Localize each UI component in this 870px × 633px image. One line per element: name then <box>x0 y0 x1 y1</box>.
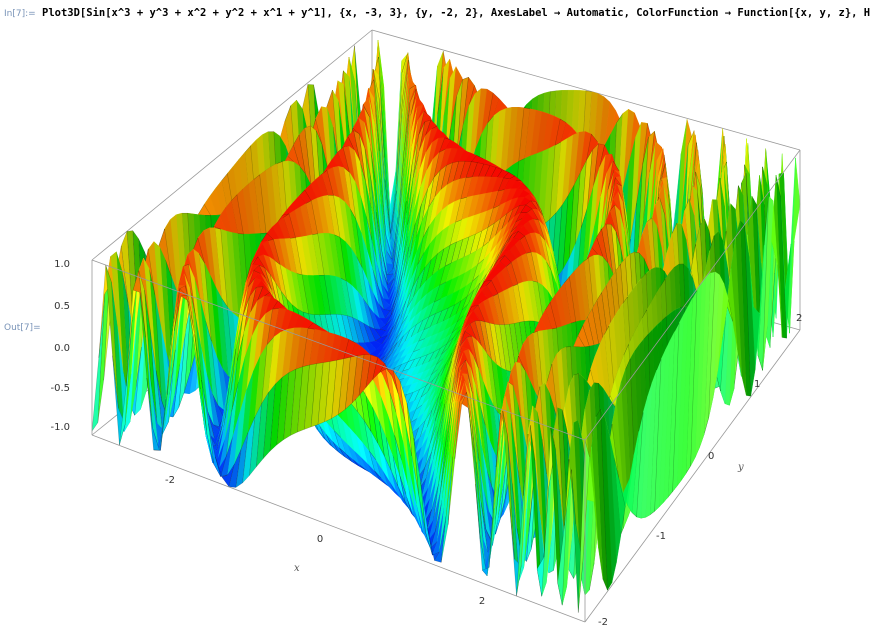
y-tick-label: -1 <box>656 531 666 542</box>
output-label: Out[7]= <box>4 323 41 333</box>
y-axis-label: y <box>737 462 744 473</box>
z-tick-label: 0.0 <box>54 343 70 354</box>
y-tick-label: 1 <box>754 379 760 390</box>
x-tick-label: 0 <box>317 534 323 545</box>
surface <box>91 40 801 613</box>
z-tick-label: 1.0 <box>54 259 70 270</box>
x-tick-label: -2 <box>165 475 175 486</box>
y-tick-label: 2 <box>796 313 802 324</box>
y-tick-label: 0 <box>708 451 714 462</box>
y-tick-label: -2 <box>598 617 608 628</box>
z-tick-label: -0.5 <box>50 383 70 394</box>
z-tick-label: 0.5 <box>54 301 70 312</box>
surface-patch <box>744 225 756 397</box>
z-tick-label: -1.0 <box>50 422 70 433</box>
input-code[interactable]: Plot3D[Sin[x^3 + y^3 + x^2 + y^2 + x^1 +… <box>42 7 870 19</box>
surface-patch <box>780 197 792 339</box>
input-label: In[7]:= <box>4 9 36 19</box>
x-tick-label: 2 <box>479 596 485 607</box>
x-axis-label: x <box>294 563 300 574</box>
